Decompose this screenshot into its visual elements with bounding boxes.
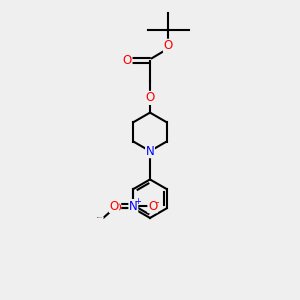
Text: O: O xyxy=(148,200,157,213)
Text: N: N xyxy=(129,200,138,213)
Text: O: O xyxy=(164,39,173,52)
Text: O: O xyxy=(110,200,119,213)
Text: +: + xyxy=(134,197,141,206)
Text: -: - xyxy=(156,197,159,207)
Text: O: O xyxy=(146,92,154,104)
Text: O: O xyxy=(123,54,132,67)
Text: N: N xyxy=(146,145,154,158)
Text: O: O xyxy=(112,203,121,213)
Text: methoxy: methoxy xyxy=(98,217,103,218)
